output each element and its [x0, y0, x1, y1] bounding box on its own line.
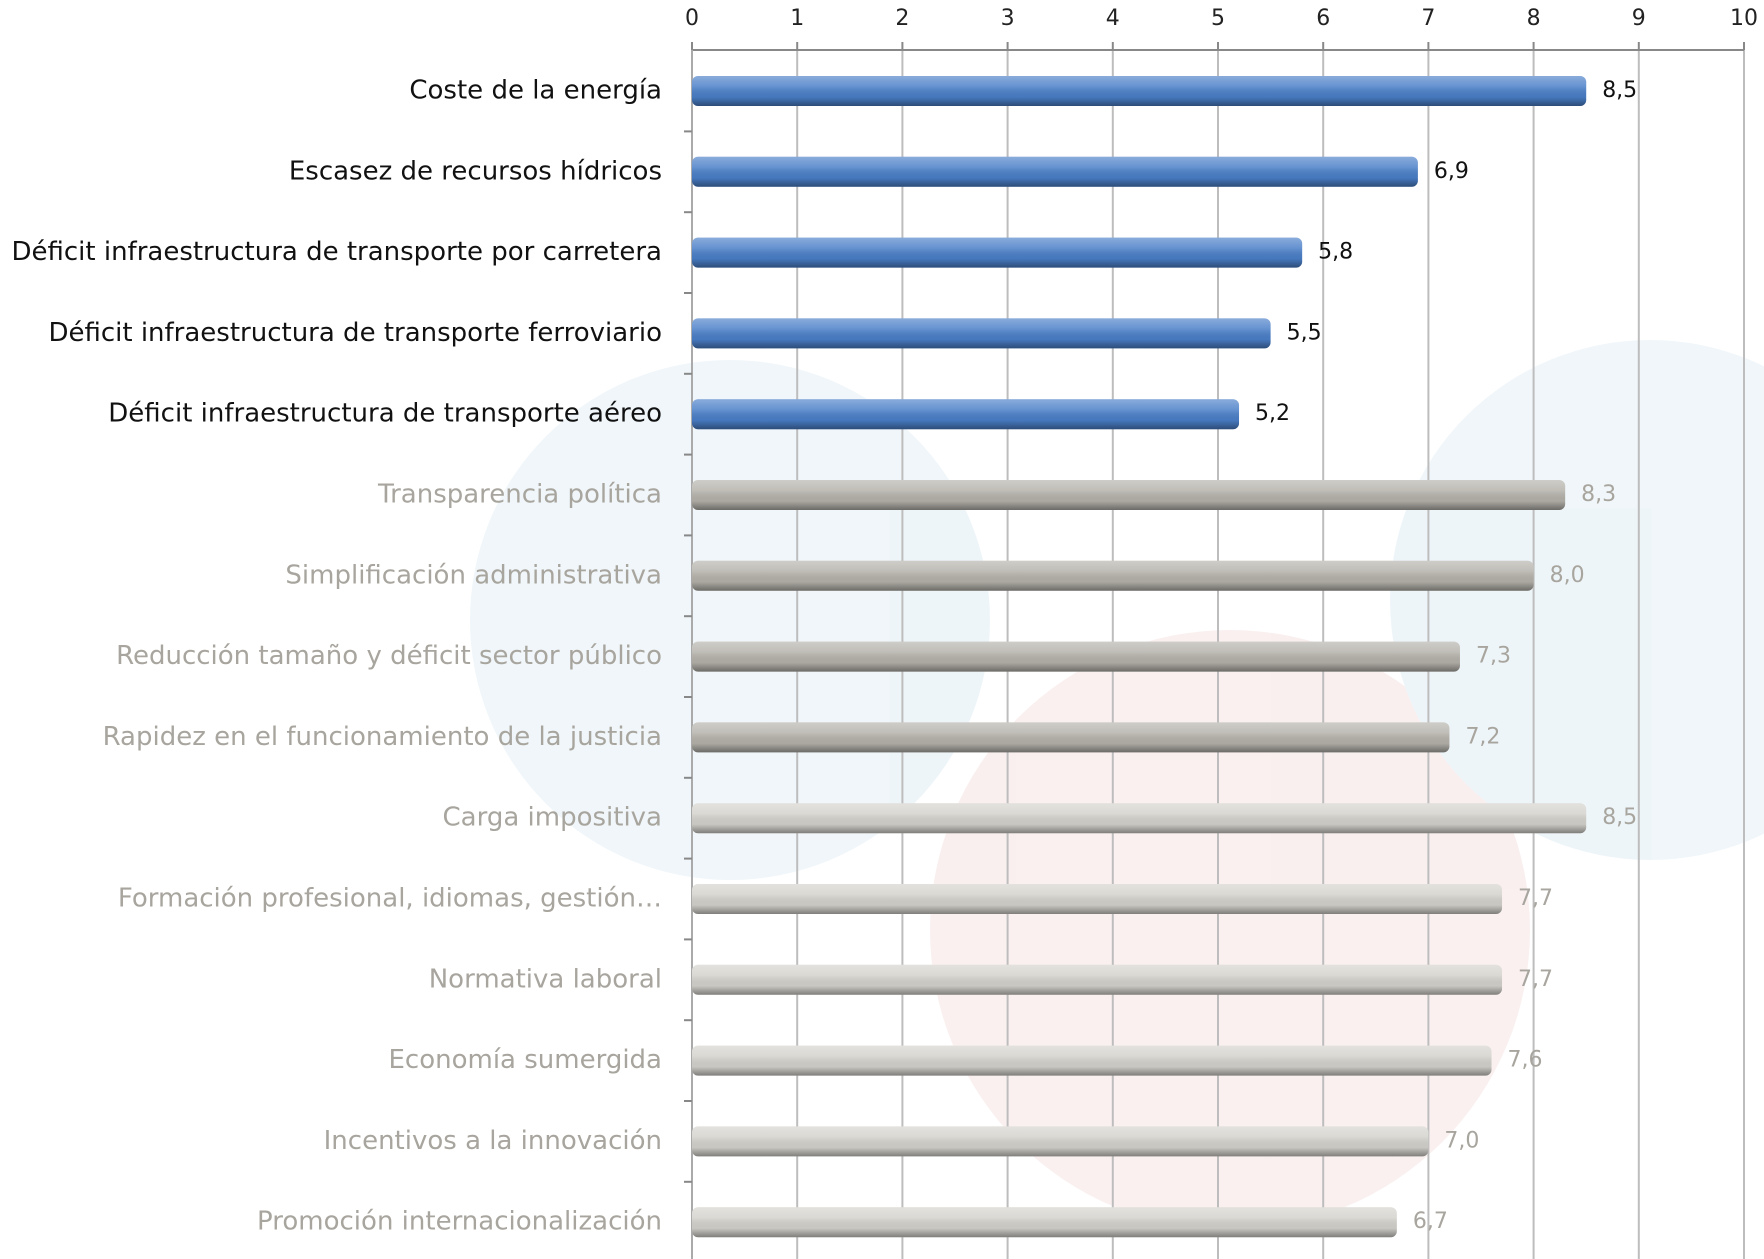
background: [470, 340, 1764, 1230]
x-tick-label: 0: [685, 6, 699, 31]
value-label: 5,5: [1287, 320, 1322, 345]
bar-shine: [692, 884, 1503, 914]
bar-shine: [692, 1126, 1429, 1157]
category-label: Rapidez en el funcionamiento de la justi…: [103, 722, 662, 752]
value-label: 7,6: [1508, 1048, 1543, 1073]
value-label: 5,2: [1255, 401, 1290, 426]
bar-shine: [692, 641, 1460, 672]
category-label: Formación profesional, idiomas, gestión…: [118, 884, 662, 914]
value-label: 6,9: [1434, 159, 1469, 184]
category-label: Déficit infraestructura de transporte po…: [11, 237, 662, 267]
category-label: Carga impositiva: [443, 803, 663, 833]
value-label: 8,5: [1602, 805, 1637, 830]
category-label: Coste de la energía: [409, 76, 662, 106]
x-tick-label: 7: [1421, 6, 1435, 31]
category-label: Simplificación administrativa: [285, 560, 662, 590]
bar-shine: [692, 237, 1303, 268]
category-label: Reducción tamaño y déficit sector públic…: [116, 641, 662, 671]
value-label: 6,7: [1413, 1209, 1448, 1234]
bar-shine: [692, 560, 1534, 591]
x-tick-label: 5: [1211, 6, 1225, 31]
bar-shine: [692, 76, 1587, 106]
value-label: 8,3: [1581, 482, 1616, 507]
x-tick-label: 4: [1106, 6, 1120, 31]
x-tick-label: 9: [1632, 6, 1646, 31]
category-label: Promoción internacionalización: [257, 1207, 662, 1237]
x-tick-label: 2: [895, 6, 909, 31]
value-label: 8,0: [1550, 563, 1585, 588]
value-label: 8,5: [1602, 78, 1637, 103]
category-label: Déficit infraestructura de transporte fe…: [48, 318, 662, 348]
category-label: Incentivos a la innovación: [324, 1126, 662, 1156]
x-tick-label: 3: [1001, 6, 1015, 31]
bar-shine: [692, 399, 1240, 430]
value-label: 7,0: [1444, 1128, 1479, 1153]
bar-shine: [692, 318, 1271, 349]
x-tick-label: 8: [1527, 6, 1541, 31]
x-tick-label: 1: [790, 6, 804, 31]
bar-shine: [692, 803, 1587, 834]
category-label: Escasez de recursos hídricos: [289, 156, 662, 186]
bar-shine: [692, 156, 1418, 187]
category-label: Déficit infraestructura de transporte aé…: [108, 399, 662, 429]
value-label: 7,7: [1518, 967, 1553, 992]
bar-shine: [692, 480, 1566, 510]
category-label: Normativa laboral: [429, 964, 662, 994]
bar-shine: [692, 1207, 1397, 1238]
bar-shine: [692, 964, 1503, 995]
bar-shine: [692, 1045, 1492, 1076]
value-label: 7,2: [1465, 724, 1500, 749]
category-label: Transparencia política: [377, 480, 662, 510]
category-label: Economía sumergida: [388, 1045, 662, 1075]
bar-shine: [692, 722, 1450, 753]
x-tick-label: 6: [1316, 6, 1330, 31]
value-label: 5,8: [1318, 240, 1353, 265]
x-tick-label: 10: [1730, 6, 1758, 31]
value-label: 7,3: [1476, 644, 1511, 669]
value-label: 7,7: [1518, 886, 1553, 911]
